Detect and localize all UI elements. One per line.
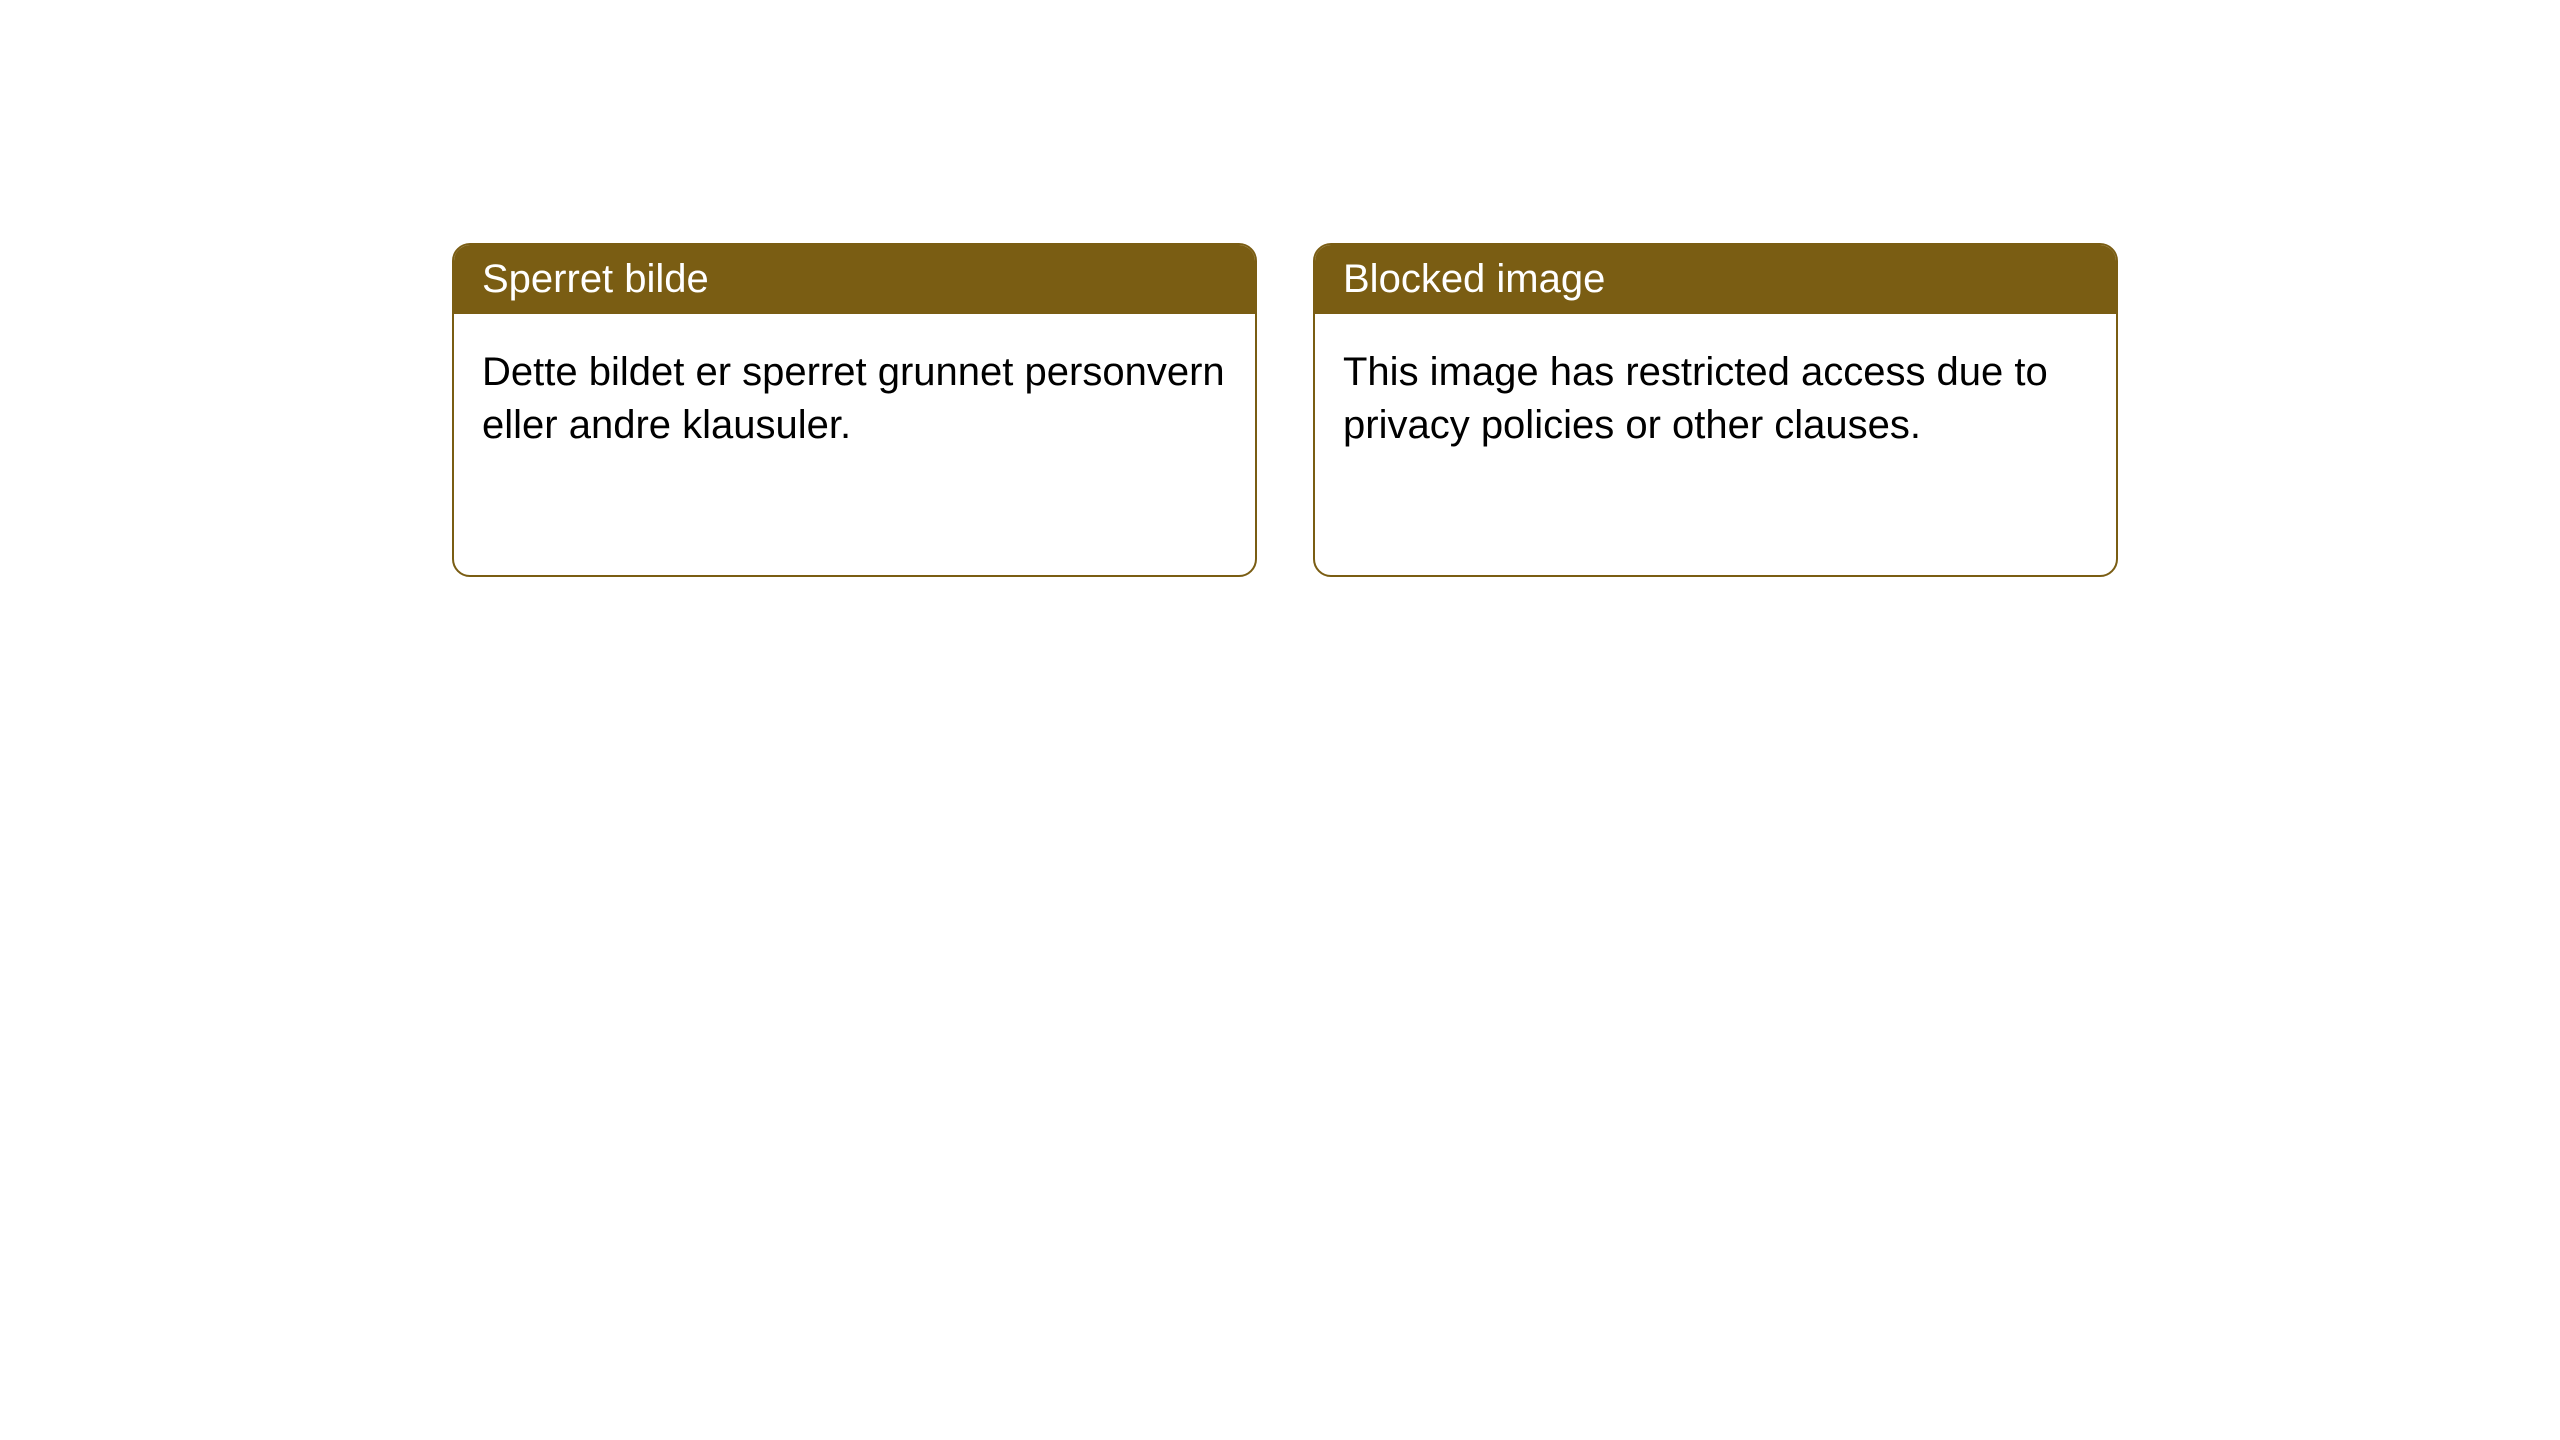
notice-body: This image has restricted access due to … [1315,314,2116,484]
notice-container: Sperret bilde Dette bildet er sperret gr… [452,243,2118,577]
notice-card-norwegian: Sperret bilde Dette bildet er sperret gr… [452,243,1257,577]
notice-title: Sperret bilde [482,257,709,301]
notice-header: Blocked image [1315,245,2116,314]
notice-body-text: This image has restricted access due to … [1343,350,2048,447]
notice-body: Dette bildet er sperret grunnet personve… [454,314,1255,484]
notice-header: Sperret bilde [454,245,1255,314]
notice-card-english: Blocked image This image has restricted … [1313,243,2118,577]
notice-title: Blocked image [1343,257,1605,301]
notice-body-text: Dette bildet er sperret grunnet personve… [482,350,1225,447]
